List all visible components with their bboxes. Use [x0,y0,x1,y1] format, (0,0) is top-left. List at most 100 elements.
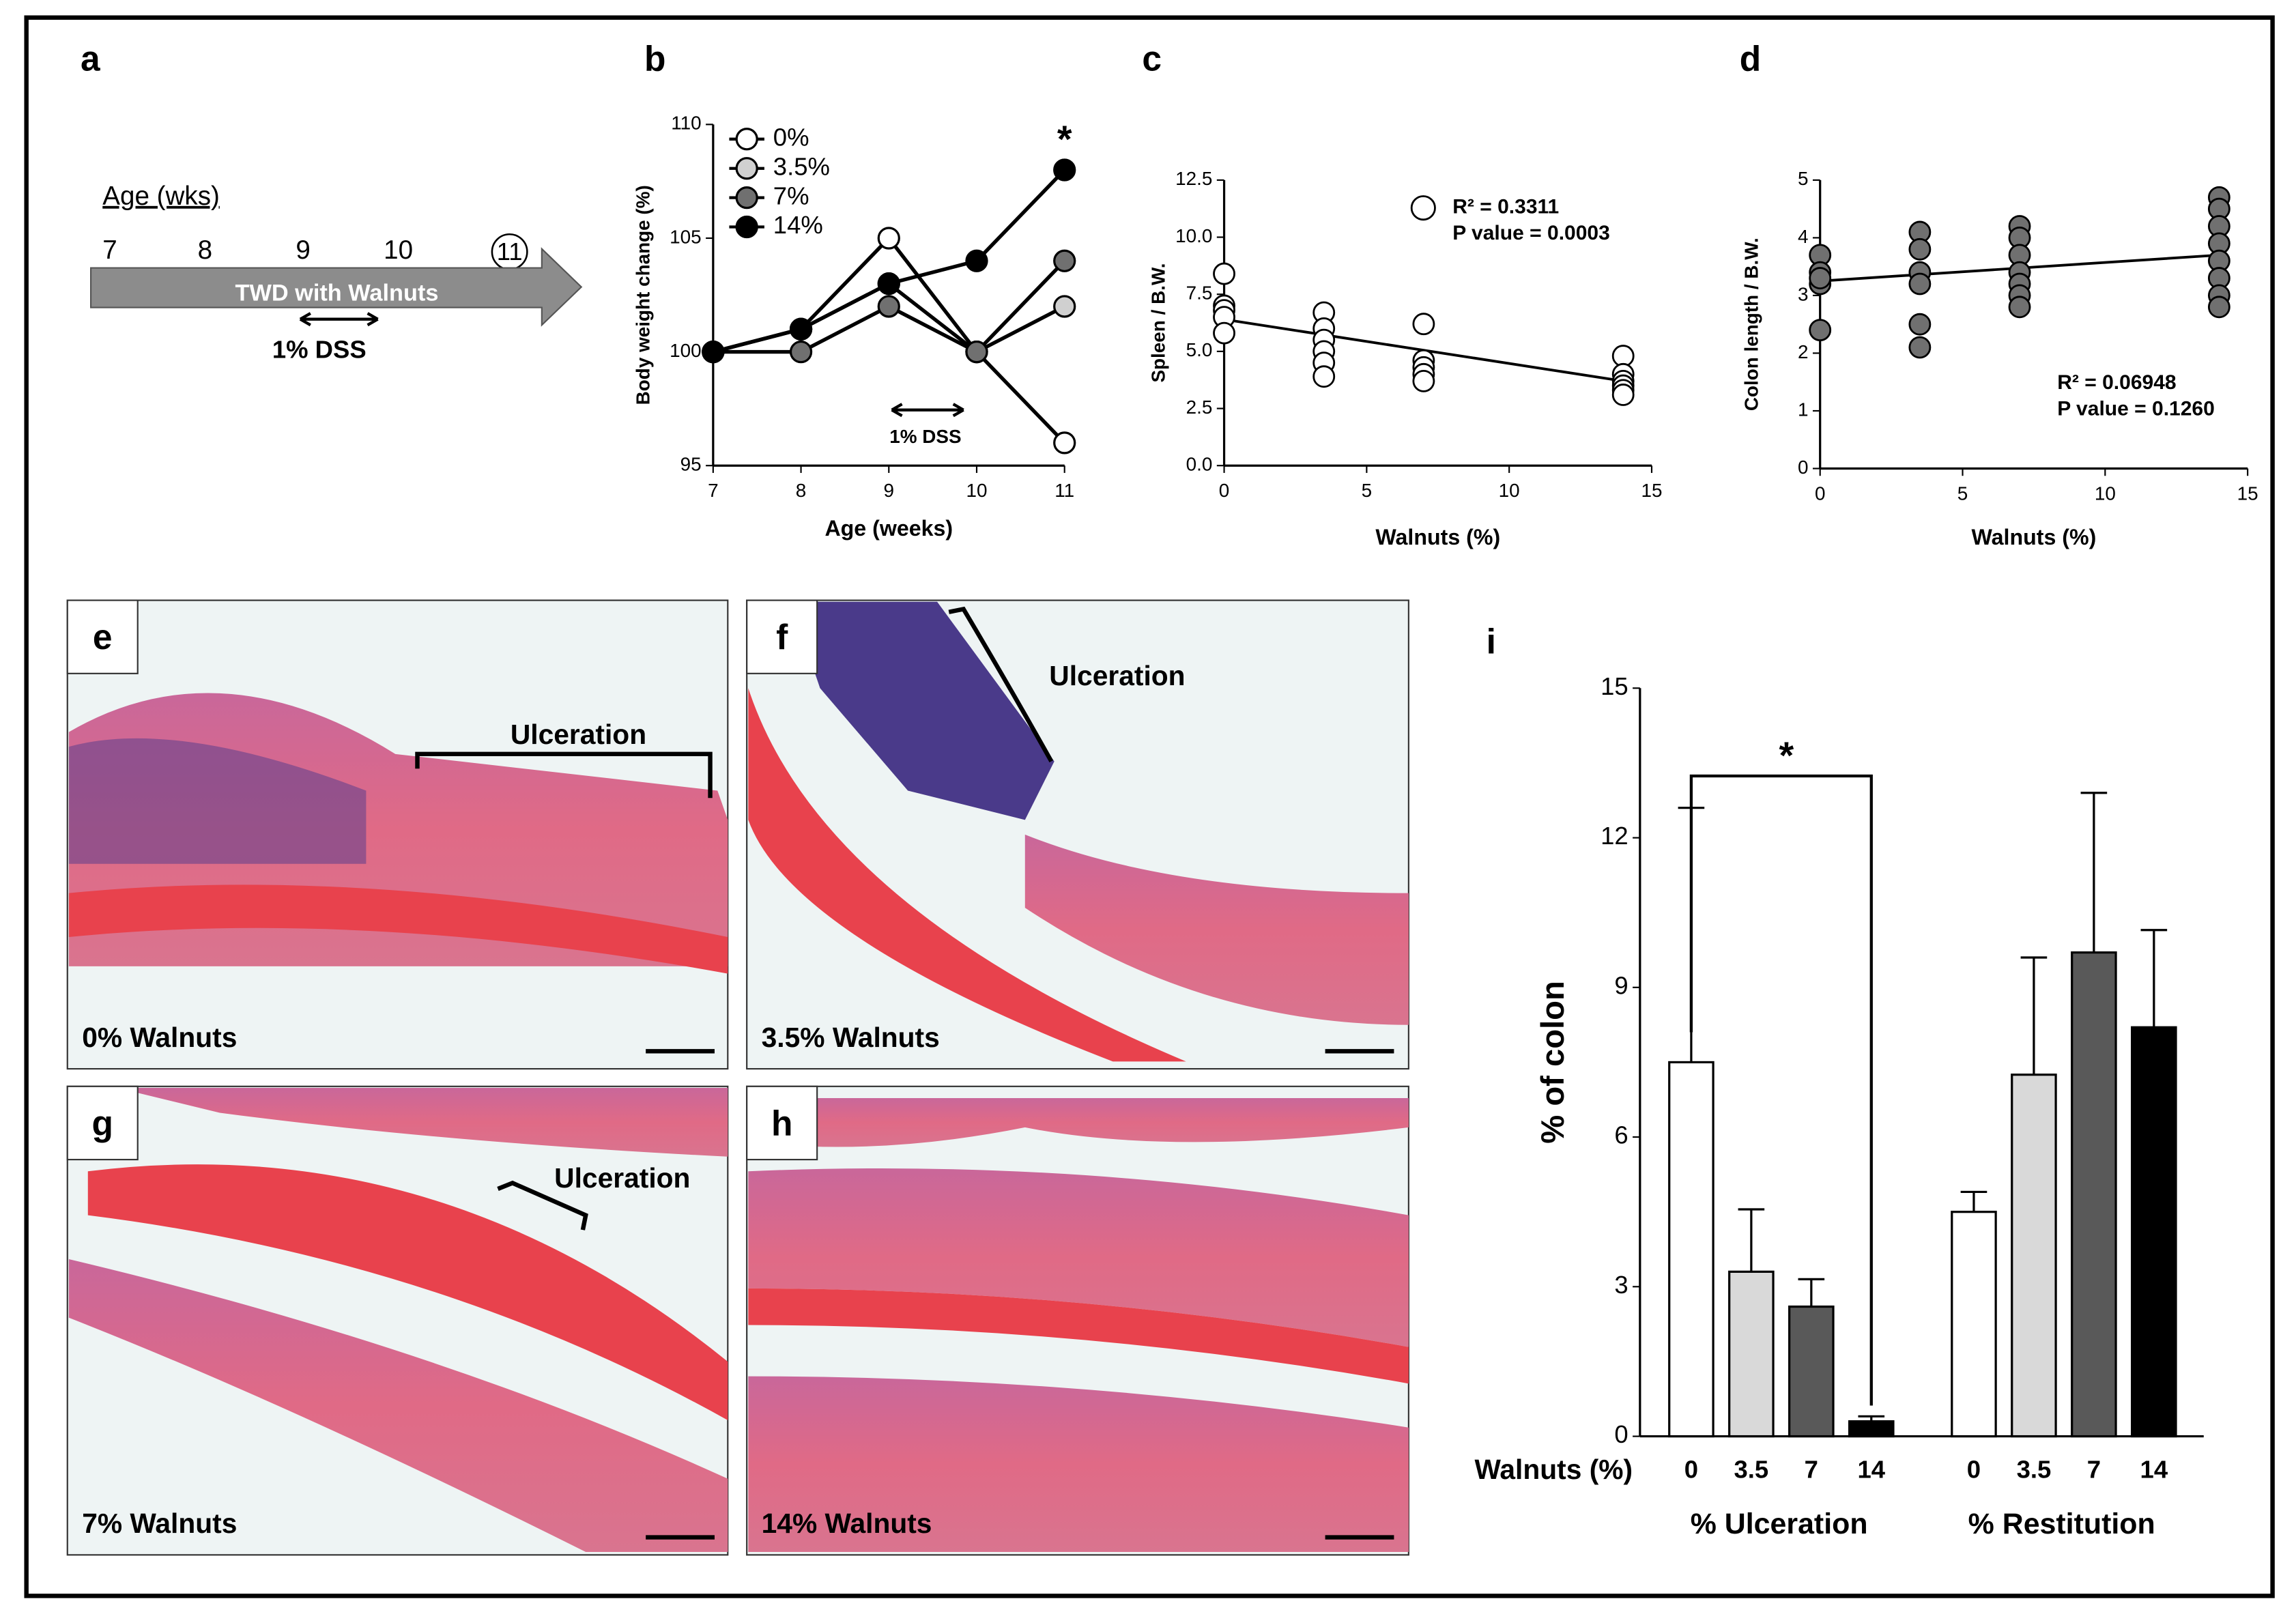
y-tick-label: 0 [1614,1420,1628,1448]
interval-label: 1% DSS [889,426,961,447]
tissue [117,1087,728,1157]
tissue [748,1376,1409,1553]
micrograph-label: 0% Walnuts [82,1022,237,1053]
figure-border [24,15,2275,1598]
micrograph-annotation: Ulceration [511,719,646,750]
interval-arrow [891,403,964,418]
legend-marker [735,186,758,210]
point [1213,262,1235,285]
series-line [713,235,1066,444]
point [877,227,900,250]
y-tick-label: 3 [1614,1271,1628,1299]
age-label: 11 [497,238,523,265]
letter-box [746,599,818,674]
point [1611,384,1635,406]
point [789,317,813,341]
letter-box [66,599,139,674]
micrograph-f [746,599,1409,1070]
group-label: % Ulceration [1691,1508,1868,1540]
timeline: a Age (wks) 7 8 9 10 11 TWD with Walnuts… [81,39,583,364]
tissue [68,884,728,974]
ulceration-bracket [415,751,713,798]
bar [1848,1420,1895,1438]
x-tick-label: 8 [796,480,807,501]
point [1213,321,1235,345]
panel-letter: h [771,1103,792,1142]
x-tick-label: 3.5 [2017,1456,2052,1484]
tissue [790,601,1054,820]
bar [1788,1305,1835,1438]
bar [1668,1061,1714,1438]
timeline-arrow [90,247,583,327]
x-tick-label: 15 [2237,483,2258,504]
point [1809,319,1832,342]
annotation: P value = 0.0003 [1452,222,1610,244]
y-tick-label: 15 [1601,672,1628,700]
annotation: R² = 0.06948 [2057,371,2176,394]
point [1908,272,1932,296]
bar [2071,951,2117,1438]
y-tick-label: 95 [680,454,702,475]
tissue [1024,834,1409,1025]
point [1053,295,1076,318]
bar [2011,1074,2057,1438]
x-tick-label: 0 [1684,1456,1698,1484]
tissue [68,738,367,864]
panel-letter: i [1487,622,1496,661]
y-tick-label: 5 [1798,168,1809,189]
bar [2131,1026,2177,1438]
y-tick-label: 3 [1798,283,1809,304]
y-tick-label: 0.0 [1186,454,1213,475]
point [1908,238,1932,261]
ulceration-bracket [948,606,1054,763]
x-tick-label: 11 [1054,480,1074,501]
point [702,340,725,364]
y-axis-label: Colon length / B.W. [1740,238,1762,411]
y-axis-label: Spleen / B.W. [1148,263,1169,383]
point [877,295,900,318]
micrograph-h [746,1085,1409,1556]
x-tick-label: 0 [1219,480,1230,501]
point [965,249,988,272]
x-tick-label: 14 [2140,1456,2168,1484]
legend-marker [735,215,758,239]
y-tick-label: 10.0 [1175,225,1212,246]
group-label: % Restitution [1968,1508,2155,1540]
timeline-bar-label: TWD with Walnuts [235,280,439,306]
x-tick-label: 10 [1499,480,1520,501]
tissue [748,1168,1409,1347]
point [1053,431,1076,455]
panel-letter: a [81,39,100,78]
legend-marker [735,157,758,180]
micrograph-label: 3.5% Walnuts [762,1022,940,1053]
legend-label: 3.5% [773,152,830,180]
point [1053,249,1076,272]
significance: * [1779,734,1794,777]
x-tick-label: 7 [2087,1456,2101,1484]
x-tick-label: 10 [2095,483,2116,504]
legend-label: 0% [773,123,809,151]
x-axis-label: Walnuts (%) [1972,525,2097,549]
x-tick-label: 7 [1805,1456,1818,1484]
x-tick-label: 14 [1858,1456,1886,1484]
x-axis-label: Age (weeks) [824,516,953,541]
y-axis-label: % of colon [1535,981,1571,1144]
tissue [87,1164,728,1420]
annotation: R² = 0.3311 [1452,196,1559,218]
ulceration-bracket [497,1180,588,1230]
x-tick-label: 5 [1957,483,1968,504]
y-tick-label: 6 [1614,1121,1628,1149]
letter-box [66,1085,139,1161]
y-tick-label: 5.0 [1186,339,1213,360]
significance-bracket [1689,774,1873,1406]
y-tick-label: 7.5 [1186,283,1213,304]
legend-label: 14% [773,211,823,239]
point [1908,336,1932,359]
micrograph-annotation: Ulceration [1049,660,1185,691]
point [1053,158,1076,182]
x-axis-label: Walnuts (%) [1474,1454,1633,1485]
x-tick-label: 15 [1641,480,1662,501]
panel-letter: f [776,617,788,657]
